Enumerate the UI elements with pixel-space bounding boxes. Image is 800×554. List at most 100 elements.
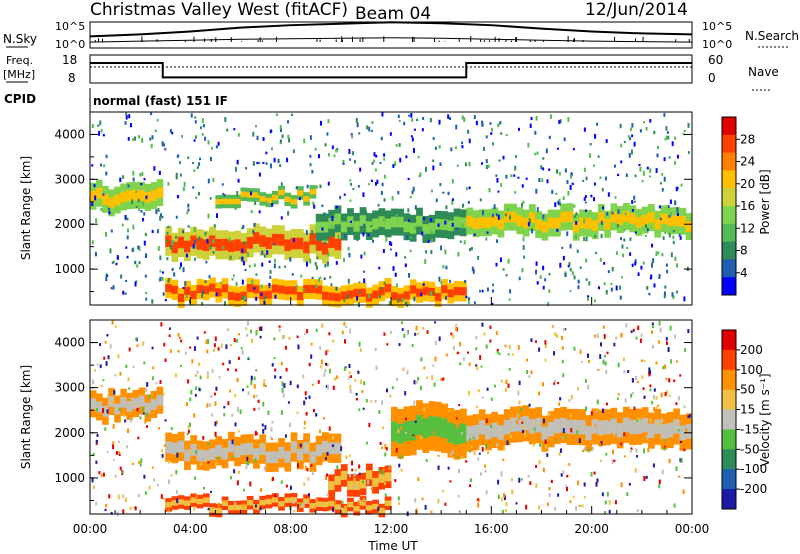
heat-core — [328, 217, 336, 229]
noise-cell — [211, 413, 214, 417]
noise-cell — [527, 142, 530, 148]
noise-cell — [168, 225, 171, 228]
heat-core — [322, 221, 329, 233]
noise-cell — [102, 379, 105, 382]
heat-core — [416, 288, 423, 297]
noise-cell — [677, 395, 680, 401]
heat-core — [522, 415, 530, 431]
heat-core — [579, 420, 586, 435]
noise-cell — [528, 403, 531, 407]
noise-cell — [266, 250, 269, 255]
noise-cell — [565, 485, 568, 488]
noise-cell — [293, 509, 296, 513]
noise-cell — [422, 283, 425, 287]
noise-cell — [313, 204, 316, 209]
noise-cell — [507, 353, 510, 356]
noise-cell — [429, 117, 432, 123]
noise-cell — [416, 118, 419, 122]
noise-cell — [350, 375, 353, 378]
noise-cell — [517, 390, 520, 396]
noise-cell — [582, 449, 585, 453]
noise-cell — [328, 426, 331, 431]
noise-cell — [651, 261, 654, 264]
noise-cell — [384, 452, 387, 457]
noise-cell — [465, 460, 468, 463]
noise-cell — [320, 359, 323, 365]
noise-cell — [674, 256, 677, 261]
noise-cell — [122, 413, 125, 418]
noise-cell — [475, 405, 478, 409]
noise-cell — [324, 476, 327, 481]
heat-core — [253, 448, 260, 460]
noise-cell — [457, 455, 460, 458]
noise-cell — [678, 233, 681, 238]
noise-cell — [615, 285, 618, 291]
heat-core — [240, 241, 248, 254]
heat-core — [541, 426, 549, 441]
noise-cell — [350, 182, 353, 186]
noise-cell — [590, 411, 593, 416]
noise-cell — [262, 137, 265, 141]
noise-cell — [356, 236, 359, 242]
heat-core — [597, 212, 605, 223]
noise-cell — [202, 124, 205, 128]
noise-cell — [442, 191, 445, 194]
noise-cell — [349, 158, 352, 161]
noise-cell — [558, 402, 561, 406]
noise-cell — [210, 147, 213, 150]
noise-cell — [150, 143, 153, 149]
noise-cell — [659, 182, 662, 185]
heat-core — [177, 499, 185, 505]
noise-cell — [635, 375, 638, 380]
noise-cell — [255, 394, 258, 398]
noise-cell — [481, 322, 484, 327]
noise-cell — [668, 156, 671, 159]
heat-core — [246, 284, 254, 293]
heat-core — [453, 424, 461, 445]
noise-cell — [671, 141, 674, 147]
noise-cell — [685, 428, 688, 434]
noise-cell — [456, 227, 459, 231]
heat-core — [90, 398, 97, 410]
noise-cell — [259, 507, 262, 511]
noise-cell — [348, 371, 351, 375]
noise-cell — [138, 208, 141, 212]
noise-cell — [194, 374, 197, 377]
noise-cell — [522, 236, 525, 242]
noise-cell — [620, 143, 623, 148]
noise-cell — [468, 248, 471, 252]
noise-cell — [431, 238, 434, 243]
noise-cell — [105, 503, 108, 508]
noise-cell — [242, 488, 245, 492]
noise-cell — [264, 384, 267, 387]
noise-cell — [324, 263, 327, 268]
noise-cell — [134, 506, 137, 511]
noise-cell — [318, 429, 321, 434]
noise-cell — [217, 502, 220, 508]
heat-core — [478, 217, 486, 229]
heat-core — [616, 214, 624, 225]
noise-cell — [601, 492, 604, 497]
noise-cell — [534, 340, 537, 343]
noise-cell — [642, 387, 645, 390]
noise-cell — [444, 403, 447, 406]
noise-cell — [115, 450, 118, 455]
noise-cell — [113, 390, 116, 395]
noise-cell — [669, 199, 672, 205]
noise-cell — [182, 267, 185, 273]
noise-cell — [194, 244, 197, 249]
noise-cell — [343, 299, 346, 302]
noise-cell — [667, 135, 670, 140]
noise-cell — [250, 380, 253, 386]
noise-cell — [335, 286, 338, 291]
power-heatmap — [90, 112, 693, 309]
noise-cell — [444, 249, 447, 255]
heat-core — [315, 221, 323, 233]
noise-cell — [211, 369, 214, 373]
noise-cell — [127, 136, 130, 141]
noise-cell — [155, 381, 158, 385]
noise-cell — [586, 353, 589, 358]
noise-cell — [273, 263, 276, 269]
noise-cell — [620, 160, 623, 164]
noise-cell — [505, 134, 508, 137]
